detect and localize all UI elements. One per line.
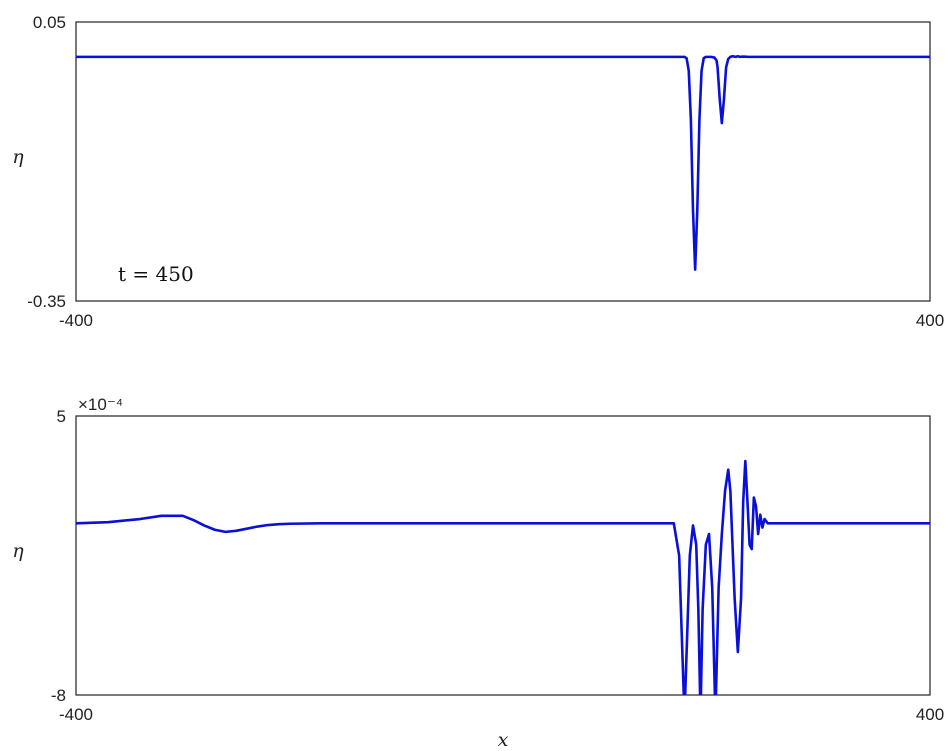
bottom-panel: 5 -8 ×10⁻⁴ -400 400 η x — [12, 395, 944, 751]
top-ylabel: η — [12, 146, 24, 168]
bottom-ylabel: η — [12, 540, 24, 562]
top-ytick-min: -0.35 — [27, 292, 66, 311]
bottom-ytick-max: 5 — [57, 407, 66, 426]
top-series-line — [76, 54, 930, 271]
top-ytick-max: 0.05 — [33, 13, 66, 32]
top-panel: 0.05 -0.35 -400 400 η t = 450 — [12, 13, 944, 330]
bottom-series-line — [76, 459, 930, 695]
bottom-xtick-right: 400 — [916, 705, 944, 724]
bottom-ytick-min: -8 — [51, 686, 66, 705]
bottom-y-multiplier: ×10⁻⁴ — [78, 395, 123, 414]
bottom-xlabel: x — [498, 729, 509, 751]
bottom-xtick-left: -400 — [59, 705, 93, 724]
top-plot-frame — [75, 21, 931, 302]
top-time-annotation: t = 450 — [118, 262, 194, 286]
top-xtick-right: 400 — [916, 311, 944, 330]
top-xtick-left: -400 — [59, 311, 93, 330]
bottom-plot-frame — [75, 415, 931, 696]
